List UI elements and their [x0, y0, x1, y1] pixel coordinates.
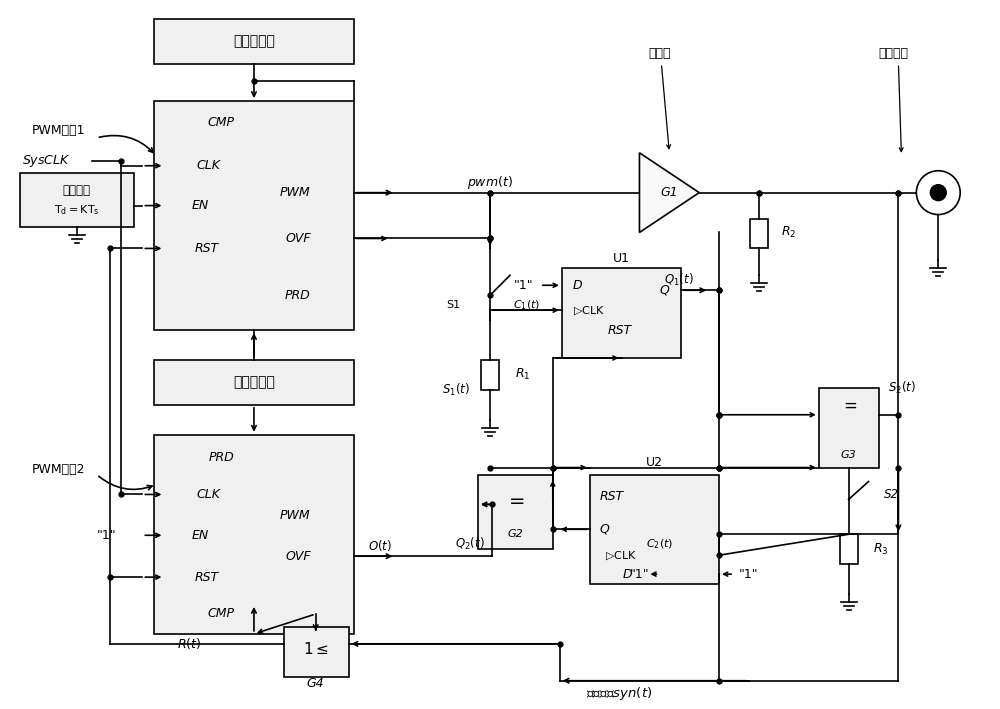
Text: G4: G4	[307, 677, 325, 690]
Bar	[481, 360, 499, 390]
Text: $C_2(t)$: $C_2(t)$	[646, 537, 673, 551]
Text: Q: Q	[600, 523, 609, 536]
Text: CMP: CMP	[208, 116, 235, 130]
Bar	[154, 435, 354, 634]
Text: EN: EN	[191, 529, 208, 542]
Text: $\rm T_d = KT_s$: $\rm T_d = KT_s$	[54, 203, 100, 218]
Bar	[478, 474, 553, 549]
Bar	[750, 218, 768, 248]
Text: OVF: OVF	[285, 549, 311, 563]
Text: $1 \leq$: $1 \leq$	[303, 641, 329, 657]
Bar	[154, 19, 354, 64]
Text: $\triangleright$CLK: $\triangleright$CLK	[573, 304, 605, 316]
Text: $S_2(t)$: $S_2(t)$	[888, 380, 916, 396]
Text: PWM: PWM	[280, 186, 311, 199]
Bar	[20, 173, 134, 228]
Bar	[840, 535, 858, 564]
Text: "1": "1"	[97, 529, 117, 542]
Text: G3: G3	[841, 450, 857, 459]
Text: OVF: OVF	[285, 232, 311, 245]
Text: PRD: PRD	[208, 451, 234, 464]
Text: S2: S2	[883, 488, 898, 501]
Text: PWM模块2: PWM模块2	[32, 463, 85, 476]
Text: $R_1$: $R_1$	[515, 367, 530, 382]
Text: $Q_1(t)$: $Q_1(t)$	[664, 272, 694, 289]
Text: RST: RST	[600, 490, 624, 503]
Text: S1: S1	[446, 300, 460, 311]
Bar	[154, 360, 354, 405]
Text: "1": "1"	[630, 568, 649, 581]
Text: $=$: $=$	[505, 490, 525, 509]
Text: RST: RST	[194, 571, 218, 584]
Text: $S_1(t)$: $S_1(t)$	[442, 382, 470, 398]
Text: G2: G2	[507, 530, 523, 540]
Bar	[284, 627, 349, 676]
Text: 接口端子: 接口端子	[878, 47, 908, 60]
Bar	[819, 388, 879, 467]
Text: CLK: CLK	[196, 488, 220, 501]
Text: 周期寄存器: 周期寄存器	[233, 375, 275, 389]
Text: D: D	[573, 279, 582, 292]
Bar	[590, 474, 719, 584]
Text: $R_2$: $R_2$	[781, 225, 796, 240]
Text: G1: G1	[661, 186, 678, 199]
Text: PWM模块1: PWM模块1	[32, 124, 85, 138]
Text: "1": "1"	[739, 568, 759, 581]
Circle shape	[930, 184, 946, 201]
Text: $\triangleright$CLK: $\triangleright$CLK	[605, 549, 637, 562]
Text: $R_3$: $R_3$	[873, 542, 888, 557]
Text: 同步信号$syn(t)$: 同步信号$syn(t)$	[586, 685, 653, 702]
Text: EN: EN	[191, 199, 208, 212]
Polygon shape	[639, 153, 699, 233]
Text: D: D	[623, 568, 632, 581]
Circle shape	[916, 171, 960, 215]
Text: U1: U1	[613, 252, 630, 265]
Text: RST: RST	[194, 242, 218, 255]
Text: $SysCLK$: $SysCLK$	[22, 152, 70, 169]
Text: $O(t)$: $O(t)$	[368, 537, 392, 553]
Text: RST: RST	[607, 323, 632, 337]
Text: CLK: CLK	[196, 160, 220, 172]
Text: 三态门: 三态门	[648, 47, 671, 60]
Text: $R(t)$: $R(t)$	[177, 637, 201, 652]
Text: $C_1(t)$: $C_1(t)$	[513, 298, 540, 312]
Bar	[154, 101, 354, 330]
Bar	[562, 268, 681, 358]
Text: U2: U2	[646, 456, 663, 469]
Text: $Q_2(t)$: $Q_2(t)$	[455, 536, 485, 552]
Text: Q: Q	[659, 284, 669, 297]
Text: $pwm(t)$: $pwm(t)$	[467, 174, 513, 191]
Text: 比较寄存器: 比较寄存器	[233, 34, 275, 48]
Text: PWM: PWM	[280, 509, 311, 522]
Text: CMP: CMP	[208, 608, 235, 620]
Text: "1": "1"	[514, 279, 534, 292]
Text: 上电延时: 上电延时	[63, 184, 91, 197]
Text: PRD: PRD	[285, 289, 311, 302]
Text: $=$: $=$	[840, 396, 857, 414]
